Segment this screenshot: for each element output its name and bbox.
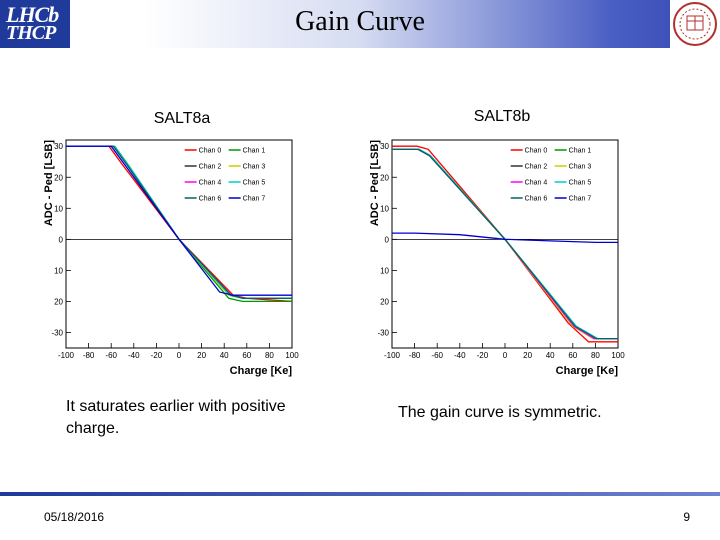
y-tick-label: 10 [380,266,389,275]
gain-curve-chart-salt8a: -100 -80 -60 -40 -20 0 20 40 60 80 10030201001020-… [43,139,299,377]
x-tick-label: -40 [128,351,140,360]
x-tick-label: 60 [568,351,577,360]
y-tick-label: 10 [54,204,63,213]
x-tick-label: -20 [151,351,163,360]
y-tick-label: 30 [380,142,389,151]
lhcb-logo-line1: LHCb [6,2,59,27]
x-tick-label: -60 [105,351,117,360]
x-axis-label: Charge [Ke] [556,365,619,377]
x-tick-label: 80 [265,351,274,360]
legend-entry: Chan 4 [525,180,548,187]
x-tick-label: -20 [477,351,489,360]
x-tick-label: 40 [220,351,229,360]
legend-entry: Chan 0 [525,148,548,155]
footer-date: 05/18/2016 [44,510,105,524]
footer-divider [0,492,720,496]
series-line [392,232,618,244]
legend-entry: Chan 1 [569,148,592,155]
y-tick-label: 10 [54,266,63,275]
y-tick-label: 20 [380,297,389,306]
legend-entry: Chan 2 [199,164,222,171]
legend-entry: Chan 7 [243,196,266,203]
legend-entry: Chan 5 [569,180,592,187]
caption-salt8a: It saturates earlier with positive charg… [66,398,286,437]
y-tick-label: 20 [380,173,389,182]
x-tick-label: -80 [83,351,95,360]
x-tick-label: 100 [285,351,299,360]
x-tick-label: -100 [384,351,401,360]
legend-entry: Chan 6 [199,196,222,203]
series-line [66,145,292,296]
plot-frame [65,139,293,349]
university-seal-logo [670,0,720,48]
legend-entry: Chan 6 [525,196,548,203]
x-tick-label: -60 [431,351,443,360]
x-tick-label: 100 [611,351,625,360]
x-tick-label: 0 [177,351,182,360]
gain-curve-chart-salt8b: -100 -80 -60 -40 -20 0 20 40 60 80 10030201001020-… [369,139,625,377]
legend-entry: Chan 2 [525,164,548,171]
slide-title: Gain Curve [295,6,425,37]
legend-entry: Chan 5 [243,180,266,187]
lhcb-logo-line2: THCP [6,22,56,44]
x-axis-label: Charge [Ke] [230,365,293,377]
x-tick-label: 0 [503,351,508,360]
legend-entry: Chan 1 [243,148,266,155]
y-axis-label: ADC - Ped [LSB] [369,140,381,227]
legend-entry: Chan 0 [199,148,222,155]
y-tick-label: 10 [380,204,389,213]
plot-label-salt8a: SALT8a [153,110,211,127]
y-tick-label: 0 [385,235,390,244]
x-tick-label: -40 [454,351,466,360]
caption-salt8b: The gain curve is symmetric. [398,404,602,421]
x-tick-label: 40 [546,351,555,360]
x-tick-label: -80 [409,351,421,360]
x-tick-label: 80 [591,351,600,360]
lhcb-logo: LHCb THCP [0,0,70,48]
plot-frame [391,139,619,349]
x-tick-label: -100 [58,351,75,360]
x-tick-label: 20 [523,351,532,360]
legend-entry: Chan 3 [243,164,266,171]
y-tick-label: 20 [54,297,63,306]
legend-entry: Chan 4 [199,180,222,187]
y-tick-label: 20 [54,173,63,182]
y-tick-label: -30 [377,328,389,337]
title-bar: LHCb THCP Gain Curve [0,0,720,48]
x-tick-label: 60 [242,351,251,360]
y-tick-label: 30 [54,142,63,151]
legend-entry: Chan 7 [569,196,592,203]
legend-entry: Chan 3 [569,164,592,171]
page-number: 9 [683,510,690,524]
plot-label-salt8b: SALT8b [473,108,531,125]
university-seal-icon [673,2,717,46]
x-tick-label: 20 [197,351,206,360]
y-tick-label: 0 [59,235,64,244]
y-tick-label: -30 [51,328,63,337]
y-axis-label: ADC - Ped [LSB] [43,140,55,227]
